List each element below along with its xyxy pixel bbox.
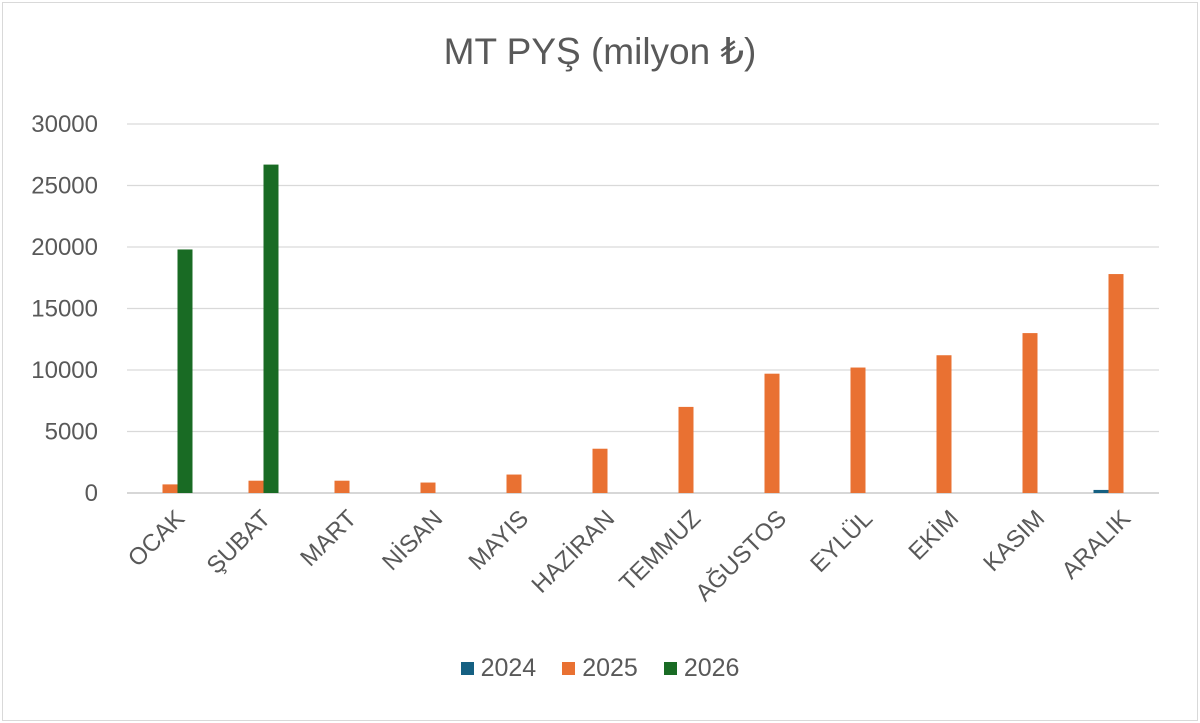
- y-tick-label: 0: [85, 480, 98, 507]
- legend-swatch: [460, 662, 474, 675]
- bar-2025-0: [162, 484, 178, 493]
- y-tick-label: 30000: [31, 111, 98, 138]
- x-tick-label: MAYIS: [463, 505, 534, 576]
- bar-2025-4: [506, 474, 522, 493]
- x-tick-label: OCAK: [123, 505, 190, 572]
- legend-swatch: [663, 662, 677, 675]
- y-tick-label: 20000: [31, 234, 98, 261]
- x-tick-label: TEMMUZ: [614, 505, 706, 597]
- bar-2026-1: [263, 164, 279, 493]
- x-tick-label: MART: [295, 505, 362, 572]
- legend-swatch: [562, 662, 576, 675]
- legend: 2024 2025 2026: [0, 654, 1200, 683]
- bar-2025-11: [1108, 274, 1124, 493]
- bar-2025-1: [248, 480, 264, 493]
- x-tick-label: ŞUBAT: [202, 505, 277, 580]
- legend-item-2025: 2025: [562, 654, 638, 683]
- x-tick-label: ARALIK: [1057, 505, 1136, 584]
- x-tick-label: EYLÜL: [805, 505, 878, 578]
- bar-2025-6: [678, 406, 694, 493]
- bar-2025-10: [1022, 333, 1038, 493]
- bar-2024-11: [1093, 489, 1109, 493]
- bar-2026-0: [177, 249, 193, 493]
- bar-2025-5: [592, 448, 608, 493]
- y-tick-label: 15000: [31, 296, 98, 323]
- y-tick-label: 10000: [31, 357, 98, 384]
- x-tick-label: EKİM: [904, 505, 965, 566]
- y-tick-label: 25000: [31, 173, 98, 200]
- legend-label: 2026: [683, 654, 740, 682]
- x-tick-label: AĞUSTOS: [690, 505, 792, 607]
- y-tick-label: 5000: [45, 419, 98, 446]
- chart-title: MT PYŞ (milyon ₺): [443, 31, 757, 72]
- bar-2025-8: [850, 367, 866, 493]
- legend-label: 2024: [480, 654, 537, 682]
- bar-2025-9: [936, 355, 952, 493]
- legend-item-2024: 2024: [460, 654, 537, 683]
- x-tick-label: NİSAN: [377, 505, 448, 576]
- x-tick-label: HAZİRAN: [527, 505, 621, 599]
- legend-item-2026: 2026: [663, 654, 740, 683]
- legend-label: 2025: [582, 654, 638, 682]
- bar-2025-7: [764, 373, 780, 493]
- bar-2025-2: [334, 480, 350, 493]
- x-tick-label: KASIM: [978, 505, 1050, 577]
- bar-2025-3: [420, 482, 436, 493]
